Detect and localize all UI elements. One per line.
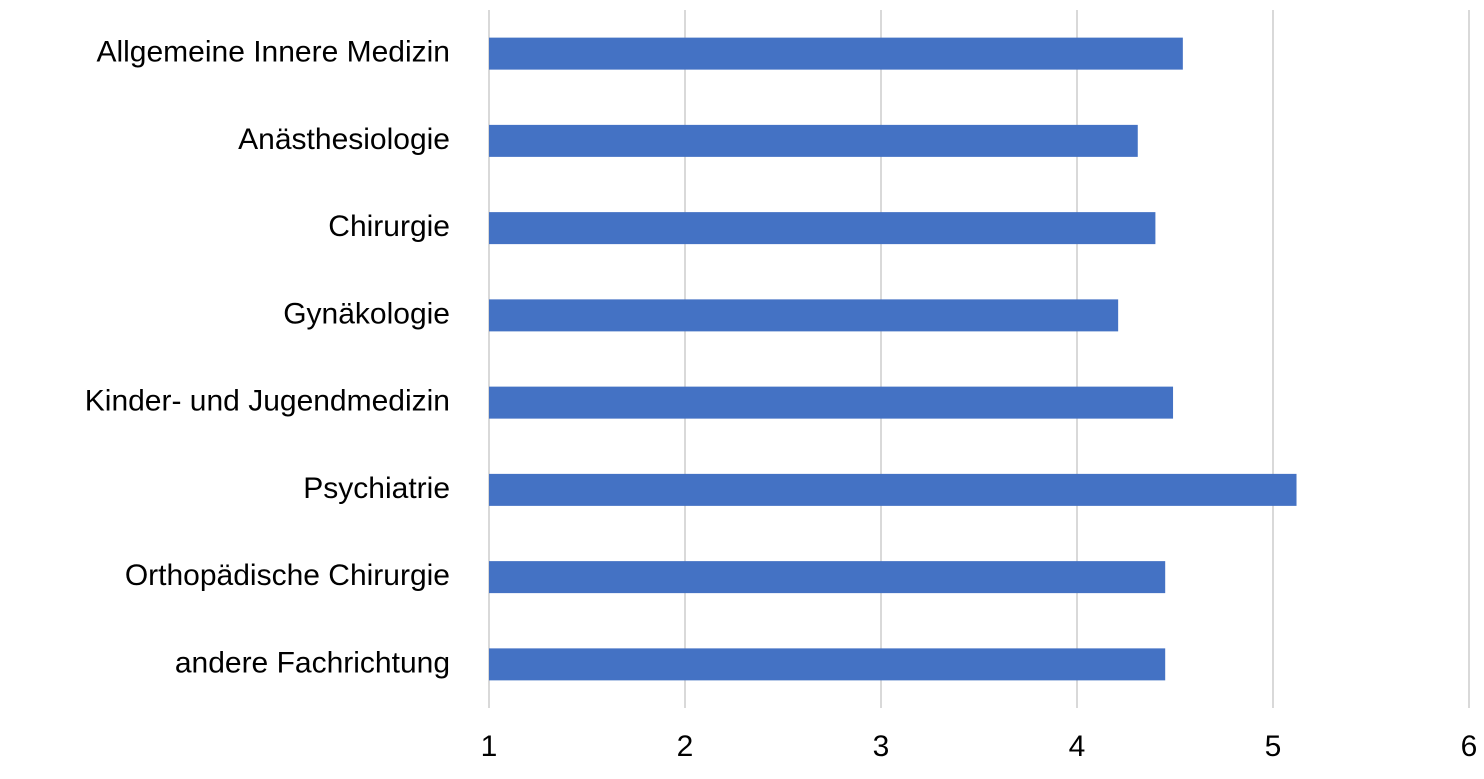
y-tick-label: Gynäkologie (283, 297, 450, 330)
y-tick-label: Psychiatrie (303, 472, 450, 505)
x-tick-label: 4 (1069, 730, 1086, 763)
x-tick-label: 5 (1265, 730, 1282, 763)
bar (489, 473, 1297, 506)
x-tick-label: 2 (677, 730, 694, 763)
bar (489, 37, 1183, 70)
y-tick-label: Allgemeine Innere Medizin (96, 36, 450, 69)
bar (489, 124, 1138, 157)
bar (489, 299, 1119, 332)
y-tick-label: andere Fachrichtung (175, 646, 450, 679)
bar (489, 212, 1156, 245)
y-tick-label: Chirurgie (328, 210, 450, 243)
y-tick-label: Anästhesiologie (238, 123, 450, 156)
x-tick-label: 3 (873, 730, 890, 763)
y-tick-label: Kinder- und Jugendmedizin (85, 385, 450, 418)
x-tick-label: 6 (1461, 730, 1478, 763)
bar (489, 386, 1174, 419)
x-tick-label: 1 (481, 730, 498, 763)
bar (489, 648, 1166, 681)
bar (489, 561, 1166, 594)
y-tick-label: Orthopädische Chirurgie (125, 559, 450, 592)
